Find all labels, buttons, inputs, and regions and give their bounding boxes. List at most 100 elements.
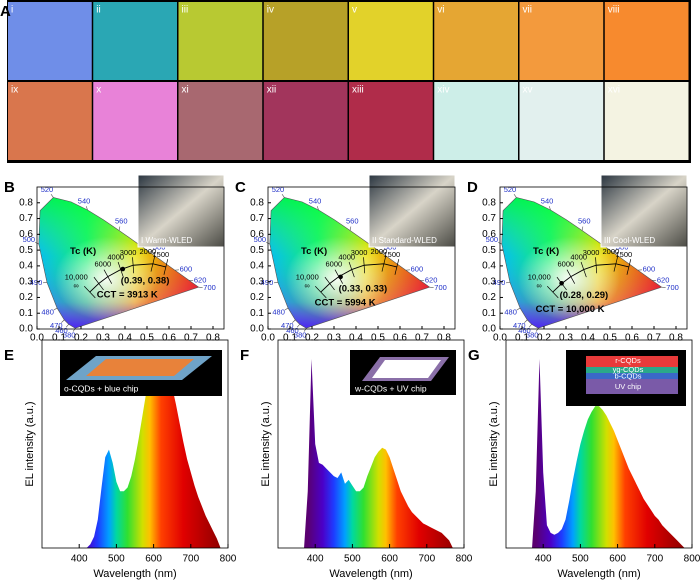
locus-tick — [612, 249, 617, 253]
swatch — [604, 82, 689, 160]
swatch — [93, 2, 177, 80]
isotherm — [315, 286, 327, 299]
swatch-label: ix — [11, 85, 18, 96]
y-tick-label: 0.5 — [482, 245, 496, 256]
x-tick-label: 0.6 — [393, 333, 407, 344]
inset-label: III Cool-WLED — [604, 236, 655, 245]
x-tick-label: 500 — [108, 554, 125, 565]
locus-tick — [528, 324, 532, 328]
wavelength-label: 470 — [50, 321, 63, 330]
x-tick-label: 0.6 — [162, 333, 176, 344]
swatch — [93, 82, 177, 160]
swatch — [263, 82, 348, 160]
spectral-locus — [269, 197, 431, 329]
x-tick-label: 700 — [418, 554, 435, 565]
wavelength-label: 700 — [203, 283, 216, 292]
x-tick-label: 0.5 — [371, 333, 385, 344]
coordinate-label: (0.39, 0.38) — [121, 276, 170, 287]
isotherm — [103, 269, 113, 284]
locus-tick — [50, 194, 54, 198]
wavelength-label: 490 — [30, 278, 43, 287]
y-tick-label: 0.4 — [482, 261, 496, 272]
x-tick-label: 0.3 — [96, 333, 110, 344]
spectral-locus — [501, 197, 663, 329]
panel-letter: F — [240, 347, 249, 364]
plot-frame — [41, 339, 229, 549]
y-tick-label: 0.0 — [19, 324, 33, 335]
isotherm — [363, 257, 366, 274]
x-tick-label: 0.4 — [581, 333, 595, 344]
swatch — [434, 82, 518, 160]
uv-chip — [586, 379, 678, 394]
swatch — [434, 2, 518, 80]
wavelength-label: 560 — [578, 217, 591, 226]
x-tick-label: 0.5 — [603, 333, 617, 344]
cct-tick-label: 1500 — [384, 250, 401, 259]
x-tick-label: 0.8 — [437, 333, 451, 344]
swatch-label: i — [11, 5, 13, 16]
cct-tick-label: 6000 — [558, 260, 575, 269]
locus-tick — [316, 206, 319, 211]
wavelength-label: 560 — [115, 217, 128, 226]
y-tick-label: 0.8 — [19, 197, 33, 208]
y-tick-label: 0.5 — [250, 245, 264, 256]
locus-tick — [513, 194, 517, 198]
wavelength-label: 500 — [254, 235, 267, 244]
wavelength-label: 460 — [55, 326, 68, 335]
cct-tick-label: ∞ — [73, 281, 78, 290]
locus-tick — [380, 249, 385, 253]
panel-letter: B — [4, 179, 15, 196]
swatch-label: vi — [437, 5, 444, 16]
swatch — [604, 2, 689, 80]
isotherm — [394, 259, 400, 275]
wavelength-label: 480 — [504, 308, 517, 317]
y-tick-label: 0.1 — [482, 308, 496, 319]
plot-frame — [267, 186, 456, 330]
y-tick-label: 0.6 — [19, 229, 33, 240]
swatch — [178, 82, 263, 160]
inset-label: yg-CQDs — [613, 365, 644, 374]
x-tick-label: 0.7 — [415, 333, 429, 344]
cct-tick-label: 3000 — [120, 248, 137, 257]
x-tick-label: 0.6 — [625, 333, 639, 344]
panel-letter: G — [468, 347, 480, 364]
cct-tick-label: 10,000 — [528, 272, 551, 281]
chromaticity-point — [338, 274, 343, 280]
x-tick-label: 0.3 — [327, 333, 341, 344]
chromaticity-point — [559, 280, 564, 286]
x-tick-label: 500 — [344, 554, 361, 565]
x-tick-label: 0.3 — [559, 333, 573, 344]
wavelength-label: 520 — [272, 185, 285, 194]
wavelength-label: 540 — [541, 196, 554, 205]
x-tick-label: 0.4 — [118, 333, 132, 344]
x-tick-label: 0.7 — [184, 333, 198, 344]
spectral-locus — [38, 197, 200, 329]
x-axis-label: Wavelength (nm) — [93, 568, 176, 580]
swatch-label: ii — [96, 5, 100, 16]
swatch — [519, 2, 604, 80]
wavelength-label: 600 — [411, 264, 424, 273]
locus-tick — [149, 249, 154, 253]
cqd-layer — [86, 359, 194, 376]
cct-tick-label: 3000 — [583, 248, 600, 257]
spectrum-area — [86, 358, 221, 548]
swatch — [8, 2, 92, 80]
locus-tick — [516, 307, 521, 311]
y-tick-label: 0.4 — [19, 261, 33, 272]
wavelength-label: 490 — [261, 278, 274, 287]
swatch — [349, 2, 433, 80]
wavelength-label: 600 — [180, 264, 193, 273]
y-axis-label: EL intensity (a.u.) — [24, 401, 36, 486]
x-tick-label: 800 — [220, 554, 237, 565]
y-tick-label: 0.7 — [19, 213, 33, 224]
locus-tick — [85, 206, 88, 211]
y-tick-label: 0.6 — [482, 229, 496, 240]
inset-label: w-CQDs + UV chip — [354, 383, 427, 393]
locus-tick — [581, 226, 584, 231]
swatch-label: iii — [182, 5, 189, 16]
locus-tick — [349, 226, 352, 231]
y-tick-label: 0.5 — [19, 245, 33, 256]
cct-tick-label: 10,000 — [65, 272, 88, 281]
isotherm — [613, 255, 619, 272]
